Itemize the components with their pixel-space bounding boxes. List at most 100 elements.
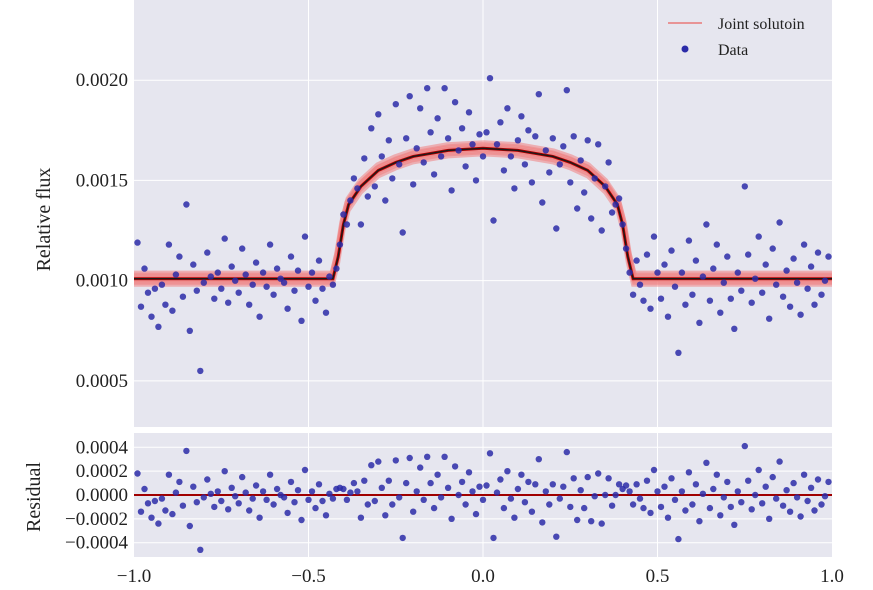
residual-point — [375, 458, 382, 465]
residual-point — [479, 496, 487, 503]
residual-point — [671, 496, 679, 503]
residual-point — [786, 508, 794, 515]
residual-point — [602, 491, 609, 499]
data-point — [430, 171, 438, 178]
residual-point — [294, 487, 302, 494]
residual-point — [790, 479, 797, 487]
data-point — [675, 349, 682, 356]
residual-point — [406, 454, 413, 462]
residual-point — [312, 504, 319, 512]
data-point — [259, 269, 267, 276]
data-point — [647, 305, 654, 312]
data-point — [162, 301, 169, 308]
data-point — [378, 153, 385, 160]
residual-point — [678, 488, 686, 495]
residual-point — [811, 507, 818, 514]
data-point — [650, 233, 658, 240]
data-point — [444, 135, 452, 142]
residual-point — [308, 488, 316, 495]
residual-point — [605, 475, 612, 482]
residual-point — [654, 488, 661, 495]
residual-point — [179, 502, 187, 509]
data-point — [462, 163, 469, 170]
residual-point — [232, 493, 239, 500]
data-point — [570, 133, 577, 140]
data-point — [643, 251, 651, 258]
data-point — [169, 307, 176, 314]
residual-point — [169, 510, 176, 518]
residual-point — [581, 504, 588, 512]
residual-point — [532, 481, 539, 488]
residual-y-tick-label: −0.0004 — [65, 533, 128, 554]
data-point — [413, 145, 420, 152]
residual-point — [472, 510, 480, 518]
data-point — [636, 281, 644, 288]
residual-point — [668, 475, 675, 482]
data-point — [242, 271, 249, 278]
data-point — [821, 277, 829, 284]
residual-point — [427, 479, 434, 487]
residual-point — [417, 464, 424, 471]
main-y-tick-label: 0.0010 — [76, 271, 128, 292]
data-point — [703, 221, 710, 228]
residual-point — [134, 470, 141, 477]
data-point — [347, 197, 354, 204]
data-point — [577, 157, 584, 164]
residual-point — [287, 478, 295, 486]
residual-point — [766, 515, 773, 522]
data-point — [190, 261, 197, 268]
residual-point — [549, 481, 556, 488]
data-point — [504, 105, 511, 112]
data-point — [490, 217, 497, 224]
data-point — [483, 129, 490, 136]
data-point — [249, 281, 256, 288]
residual-point — [382, 512, 389, 519]
residual-point — [759, 500, 766, 507]
residual-point — [577, 487, 584, 494]
data-point — [776, 219, 783, 226]
data-point — [329, 281, 337, 288]
residual-point — [797, 513, 804, 520]
residual-point — [542, 488, 549, 495]
data-point — [301, 233, 309, 240]
residual-point — [259, 488, 267, 495]
data-point — [518, 113, 525, 120]
data-point — [172, 271, 180, 278]
residual-point — [448, 515, 455, 522]
data-point — [179, 293, 187, 300]
data-point — [218, 285, 225, 292]
residual-point — [469, 488, 476, 495]
residual-point — [647, 509, 654, 517]
data-point — [773, 281, 780, 288]
data-point — [507, 153, 515, 160]
data-point — [151, 285, 159, 292]
residual-point — [591, 493, 598, 500]
residual-point — [633, 481, 640, 488]
data-point — [741, 183, 748, 190]
data-point — [717, 309, 724, 316]
data-point — [287, 253, 295, 260]
data-point — [183, 201, 190, 208]
data-point — [497, 119, 504, 126]
residual-point — [539, 519, 546, 526]
data-point — [396, 161, 403, 168]
residual-point — [661, 483, 668, 490]
data-point — [574, 205, 581, 212]
residual-point — [455, 491, 462, 499]
residual-point — [197, 546, 204, 553]
data-point — [294, 267, 302, 274]
data-point — [825, 253, 832, 260]
residual-point — [692, 481, 700, 488]
data-point — [818, 291, 825, 298]
data-point — [731, 325, 738, 332]
residual-point — [807, 484, 815, 491]
data-point — [315, 257, 323, 264]
residual-point — [773, 495, 780, 502]
data-point — [608, 209, 616, 216]
data-point — [155, 323, 162, 330]
residual-point — [741, 442, 748, 450]
data-point — [563, 87, 570, 94]
data-point — [615, 195, 623, 202]
residual-point — [183, 447, 190, 455]
data-point — [696, 319, 703, 326]
